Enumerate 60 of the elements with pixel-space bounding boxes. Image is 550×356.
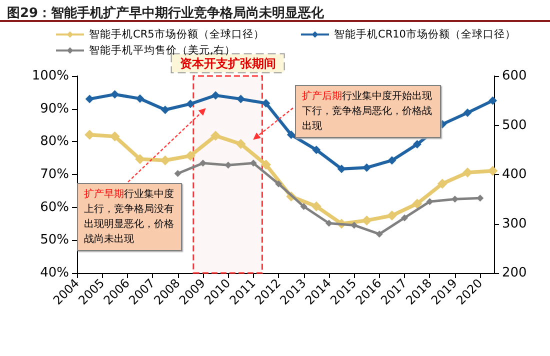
point [174,170,182,178]
point [362,215,372,226]
legend-label: 智能手机平均售价（美元,右） [89,44,236,56]
point [376,230,383,238]
point [210,130,221,141]
point [236,138,246,149]
callout: 扩产后期行业集中度开始出现下行，竞争格局恶化，价格战出现 [295,85,441,138]
point [451,196,458,203]
y-tick-label: 100% [32,68,69,84]
callout: 扩产早期行业集中度上行，竞争格局没有出现明显恶化，价格战尚未出现 [77,183,182,251]
point [388,156,396,165]
point [160,155,170,166]
y2-tick-label: 600 [502,68,527,84]
point [85,94,94,104]
point [286,130,296,140]
point [488,96,497,105]
point [262,99,270,108]
point [211,91,220,100]
y-tick-label: 60% [40,200,69,215]
point [476,194,484,202]
point [160,106,170,114]
y-tick-label: 70% [40,167,69,182]
y2-tick-label: 400 [502,167,527,182]
point [426,198,434,206]
point [250,160,257,167]
point [136,94,144,103]
y-tick-label: 40% [40,266,69,280]
point [325,220,332,227]
point [236,94,246,104]
point [199,160,206,167]
point [401,214,408,222]
point [300,203,308,210]
point [186,100,195,108]
point [412,198,422,209]
y2-tick-label: 300 [502,216,527,232]
point [488,166,498,176]
point [134,154,145,164]
y-tick-label: 50% [40,232,69,248]
y-tick-label: 90% [40,101,69,116]
point [311,201,322,212]
y2-tick-label: 500 [502,118,527,133]
point [185,150,196,161]
point [350,222,358,229]
point [84,130,95,140]
y2-tick-label: 200 [502,266,527,280]
chart-title: 图29：智能手机扩产早中期行业竞争格局尚未明显恶化 [7,5,326,21]
point [412,140,422,149]
legend-label: 智能手机CR10市场份额（全球口径） [334,28,516,40]
point [463,108,472,118]
point [312,146,321,154]
point [386,210,397,221]
point [275,180,282,188]
point [224,162,232,169]
point [260,160,271,170]
point [437,178,448,189]
point [110,90,120,99]
y-tick-label: 80% [40,134,69,150]
legend-label: 智能手机CR5市场份额（全球口径） [89,28,264,40]
point [362,163,372,172]
band-label: 资本开支扩张期间 [180,56,276,70]
